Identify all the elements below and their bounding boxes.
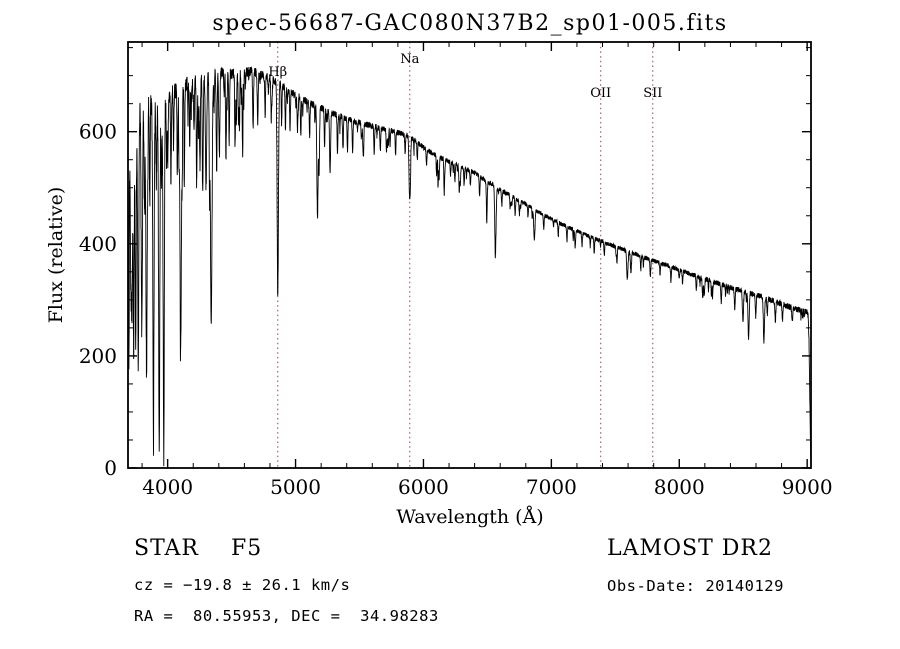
cz-text: cz = −19.8 ± 26.1 km/s xyxy=(134,576,351,594)
obs-date-text: Obs-Date: 20140129 xyxy=(607,577,784,595)
spectral-marker-label: OII xyxy=(590,86,611,101)
coords-text: RA = 80.55953, DEC = 34.98283 xyxy=(134,607,439,625)
classification-text: STAR F5 xyxy=(134,536,263,561)
spectral-marker-label: SII xyxy=(643,86,662,101)
spectrum-line xyxy=(127,66,812,467)
x-tick-label: 4000 xyxy=(142,475,193,499)
y-axis-label: Flux (relative) xyxy=(45,187,67,324)
x-tick-label: 6000 xyxy=(398,475,449,499)
y-tick-label: 200 xyxy=(79,344,117,368)
spectral-marker-label: Na xyxy=(400,52,419,67)
y-tick-label: 600 xyxy=(79,120,117,144)
plot-title: spec-56687-GAC080N37B2_sp01-005.fits xyxy=(212,11,727,36)
spectral-marker-label: Hβ xyxy=(268,65,287,80)
x-axis-label: Wavelength (Å) xyxy=(396,506,543,528)
y-tick-label: 400 xyxy=(79,232,117,256)
x-tick-label: 8000 xyxy=(654,475,705,499)
x-tick-label: 9000 xyxy=(782,475,833,499)
plot-frame xyxy=(127,41,812,469)
x-tick-label: 7000 xyxy=(526,475,577,499)
survey-text: LAMOST DR2 xyxy=(607,536,773,561)
y-tick-label: 0 xyxy=(104,456,117,480)
x-tick-label: 5000 xyxy=(270,475,321,499)
